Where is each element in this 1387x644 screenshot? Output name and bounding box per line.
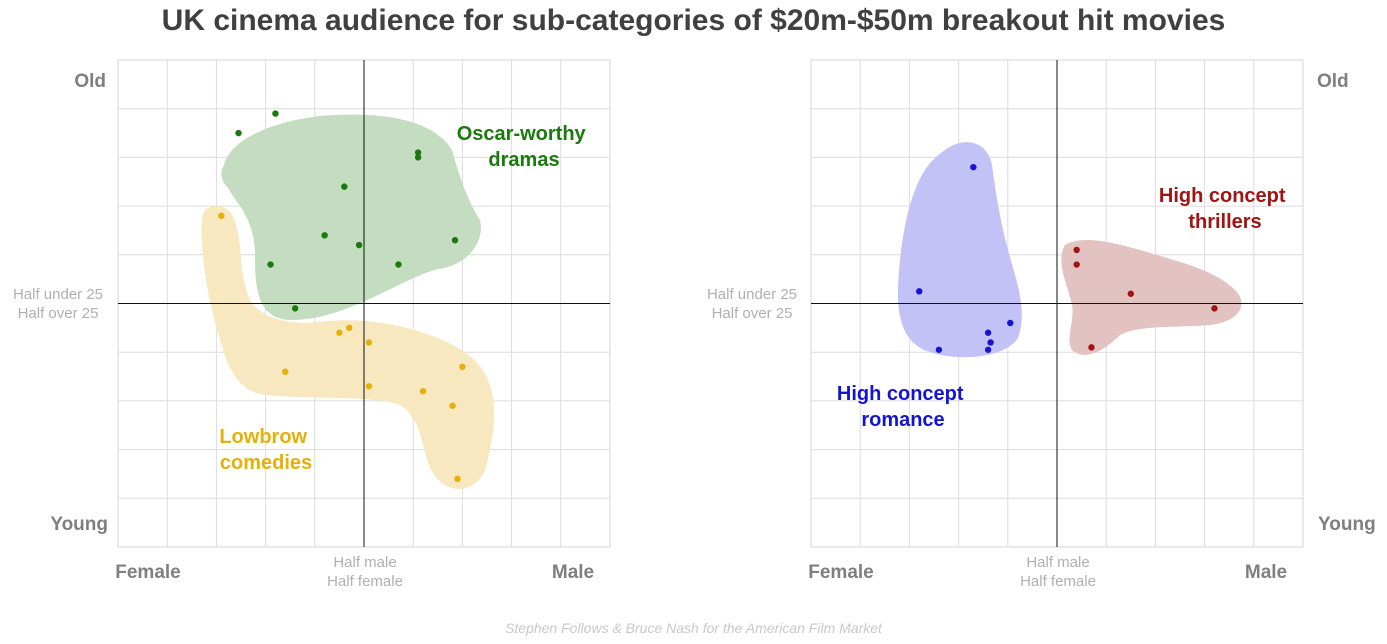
label-thrillers-line2: thrillers [1188, 211, 1261, 233]
axis-label-half-male-right: Half male [1026, 554, 1089, 571]
label-high-concept-thrillers: High concept thrillers [1159, 185, 1291, 233]
point-lowbrow-comedies [365, 383, 373, 390]
label-thrillers-line1: High concept [1159, 185, 1286, 207]
cluster-lowbrow-comedies [201, 205, 495, 490]
label-oscar-worthy-dramas: Oscar-worthy dramas [457, 123, 592, 171]
chart-title: UK cinema audience for sub-categories of… [161, 4, 1226, 37]
cluster-oscar-worthy-dramas [221, 114, 481, 320]
point-oscar-worthy-dramas [235, 129, 242, 137]
point-high-concept-thrillers [1073, 261, 1080, 268]
point-high-concept-thrillers [1088, 344, 1095, 351]
axis-label-half-under-25-right: Half under 25 [707, 286, 797, 303]
points-left [218, 110, 466, 483]
cluster-high-concept-thrillers [1061, 239, 1242, 355]
label-lowbrow-line2: comedies [220, 452, 312, 474]
axis-label-young-left: Young [50, 514, 108, 535]
point-lowbrow-comedies [419, 387, 427, 395]
point-oscar-worthy-dramas [395, 261, 402, 268]
point-oscar-worthy-dramas [414, 149, 422, 156]
point-lowbrow-comedies [218, 212, 225, 220]
axis-label-female-left: Female [115, 562, 180, 583]
point-lowbrow-comedies [454, 475, 461, 483]
point-oscar-worthy-dramas [414, 154, 422, 161]
panel-left: Old Young Female Male Half under 25 Half… [13, 59, 611, 590]
point-oscar-worthy-dramas [321, 232, 328, 239]
point-lowbrow-comedies [336, 329, 343, 336]
point-high-concept-romance [984, 346, 992, 353]
axis-label-half-over-25-right: Half over 25 [712, 305, 793, 322]
point-oscar-worthy-dramas [355, 241, 363, 249]
point-high-concept-romance [987, 339, 994, 346]
cluster-high-concept-romance [898, 142, 1022, 358]
label-high-concept-romance: High concept romance [837, 383, 969, 431]
point-lowbrow-comedies [459, 363, 466, 371]
point-high-concept-romance [1007, 319, 1014, 327]
point-oscar-worthy-dramas [341, 183, 348, 190]
axis-label-male-right: Male [1245, 562, 1287, 583]
label-oscar-line1: Oscar-worthy [457, 123, 587, 145]
axis-label-half-female-right: Half female [1020, 573, 1096, 590]
axis-label-old-left: Old [74, 71, 106, 92]
point-oscar-worthy-dramas [272, 110, 279, 117]
point-lowbrow-comedies [282, 368, 289, 375]
label-romance-line1: High concept [837, 383, 964, 405]
point-oscar-worthy-dramas [267, 261, 274, 268]
point-high-concept-romance [970, 163, 977, 171]
point-high-concept-thrillers [1127, 290, 1135, 297]
axis-label-half-under-25-left: Half under 25 [13, 286, 103, 303]
label-lowbrow-line1: Lowbrow [219, 426, 307, 448]
axis-label-half-male-left: Half male [333, 554, 396, 571]
point-high-concept-thrillers [1073, 246, 1080, 254]
panel-right: Old Young Female Male Half under 25 Half… [707, 59, 1376, 590]
axis-label-male-left: Male [552, 562, 594, 583]
axis-label-female-right: Female [808, 562, 873, 583]
axis-label-young-right: Young [1318, 514, 1376, 535]
axis-label-half-over-25-left: Half over 25 [18, 305, 99, 322]
point-high-concept-thrillers [1211, 305, 1218, 312]
point-lowbrow-comedies [365, 339, 373, 346]
label-oscar-line2: dramas [488, 149, 559, 171]
point-high-concept-romance [935, 346, 943, 353]
point-high-concept-romance [984, 329, 992, 336]
label-romance-line2: romance [861, 409, 944, 431]
point-oscar-worthy-dramas [451, 236, 459, 244]
points-right [916, 163, 1218, 353]
axis-label-half-female-left: Half female [327, 573, 403, 590]
axis-label-old-right: Old [1317, 71, 1349, 92]
point-lowbrow-comedies [449, 402, 456, 409]
label-lowbrow-comedies: Lowbrow comedies [219, 426, 312, 474]
point-oscar-worthy-dramas [291, 305, 299, 312]
point-lowbrow-comedies [346, 324, 353, 332]
credit-line: Stephen Follows & Bruce Nash for the Ame… [505, 620, 882, 636]
point-high-concept-romance [916, 288, 923, 295]
